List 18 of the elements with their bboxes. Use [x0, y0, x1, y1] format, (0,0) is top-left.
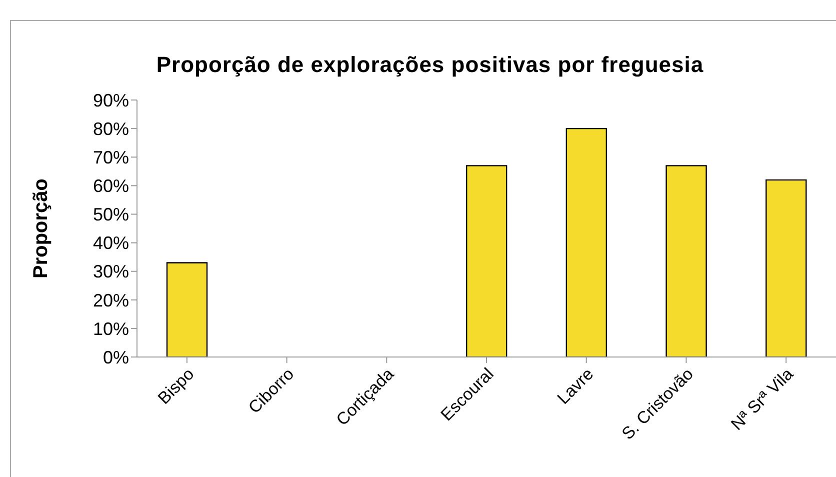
y-tick-label: 70% [92, 148, 129, 168]
bar [666, 165, 707, 357]
y-tick-label: 50% [92, 204, 129, 225]
y-tick-label: 0% [102, 347, 129, 368]
y-tick-label: 90% [92, 90, 129, 110]
y-tick-label: 20% [92, 290, 129, 310]
y-tick-label: 10% [92, 318, 129, 339]
y-tick-label: 40% [92, 233, 129, 254]
x-tick-label: Nª Srª Vila [727, 364, 798, 434]
bar [766, 179, 807, 357]
y-axis-title: Proporção [30, 178, 52, 279]
chart-title: Proporção de explorações positivas por freguesia [155, 52, 705, 78]
bar [466, 165, 508, 357]
y-tick-label: 60% [92, 176, 129, 196]
y-tick-label: 30% [92, 262, 129, 282]
bar [566, 128, 608, 357]
y-tick-label: 80% [92, 118, 129, 139]
bar [166, 262, 208, 357]
